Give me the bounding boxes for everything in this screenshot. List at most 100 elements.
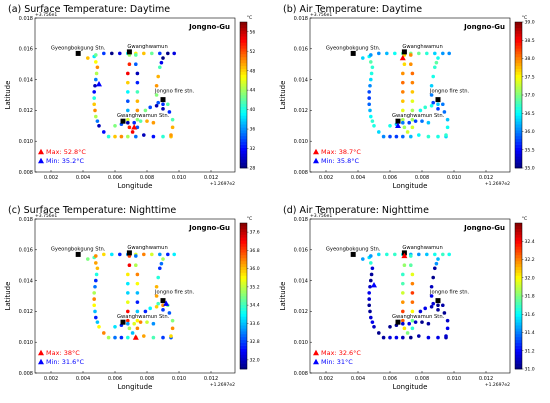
colorbar-segment [515, 162, 522, 166]
data-point [97, 124, 101, 128]
legend-min-label: Min: 31.6°C [46, 358, 85, 366]
colorbar-segment [240, 39, 247, 43]
data-point [409, 263, 413, 267]
data-point [94, 261, 98, 265]
data-point [361, 56, 365, 60]
data-point [156, 301, 160, 306]
data-point [93, 309, 97, 314]
colorbar-segment [515, 255, 522, 259]
data-point [126, 108, 130, 113]
data-point [377, 130, 381, 134]
data-point [132, 321, 136, 326]
data-point [429, 284, 434, 289]
y-axis-label: Latitude [4, 282, 12, 311]
data-point [154, 83, 159, 88]
landmark-marker [160, 298, 166, 304]
colorbar-segment [240, 24, 247, 29]
data-point [93, 83, 97, 88]
x-tick-label: 0.008 [415, 376, 429, 382]
colorbar-segment [240, 33, 247, 37]
data-point [444, 334, 448, 338]
chart-svg-d: (d) Air Temperature: Nighttime+3.756e10.… [279, 205, 535, 391]
colorbar-tick-label: 48 [250, 68, 256, 74]
data-point [401, 300, 405, 304]
colorbar-segment [515, 57, 522, 61]
data-point [94, 71, 99, 76]
colorbar-segment [515, 325, 522, 329]
data-point [94, 60, 98, 64]
colorbar-segment [515, 153, 522, 157]
data-point [410, 326, 415, 331]
colorbar-tick-label: 32.0 [525, 275, 535, 281]
colorbar-segment [240, 103, 247, 107]
colorbar-segment [515, 281, 522, 285]
data-point [113, 124, 117, 128]
data-point [97, 325, 101, 329]
data-point [367, 90, 371, 94]
data-point [126, 99, 130, 103]
colorbar-segment [240, 80, 247, 84]
colorbar-tick-label: 36.5 [525, 111, 535, 117]
landmark-label: Gwanghwamun [127, 245, 167, 251]
colorbar-segment [240, 106, 247, 110]
colorbar-segment [515, 360, 522, 364]
colorbar-segment [240, 97, 247, 102]
colorbar-tick-label: 37.6 [250, 230, 260, 236]
landmark-label: Jongno fire stn. [429, 290, 470, 296]
colorbar-segment [240, 109, 247, 113]
data-point [410, 108, 415, 113]
y-tick-label: 0.012 [294, 309, 308, 315]
colorbar-segment [240, 307, 247, 311]
colorbar-segment [240, 118, 247, 122]
data-point [369, 71, 374, 76]
data-point [126, 291, 130, 295]
x-offset-label: +1.2697e2 [485, 382, 510, 388]
data-point [126, 134, 130, 139]
y-tick-label: 0.012 [19, 309, 33, 315]
y-axis-label: Latitude [279, 81, 287, 110]
colorbar-segment [515, 240, 522, 244]
landmark-label: Gyeongbokgung Stn. [326, 45, 381, 51]
landmark-marker [75, 251, 81, 257]
data-point [434, 261, 439, 266]
colorbar-segment [515, 310, 522, 314]
x-tick-label: 0.004 [351, 175, 365, 181]
data-point [431, 275, 435, 280]
colorbar-segment [515, 48, 522, 52]
data-point [401, 120, 405, 125]
data-point [126, 281, 130, 286]
x-offset-label: +1.2697e2 [485, 181, 510, 187]
data-point [161, 102, 165, 107]
data-point [393, 252, 397, 257]
data-point [166, 102, 170, 107]
colorbar-segment [240, 27, 247, 32]
colorbar-segment [240, 345, 247, 349]
colorbar-segment [515, 30, 522, 34]
legend-min-icon [38, 358, 44, 365]
legend-max-icon [38, 148, 44, 155]
colorbar-tick-label: 38.5 [525, 38, 535, 44]
data-point [372, 325, 376, 329]
colorbar-segment [515, 336, 522, 341]
y-offset-label: +3.756e1 [310, 213, 332, 219]
x-tick-label: 0.002 [319, 376, 333, 382]
data-point [402, 125, 407, 130]
legend-min-label: Min: 31°C [321, 358, 353, 366]
colorbar-segment [240, 319, 247, 323]
colorbar-segment [240, 366, 247, 370]
colorbar-segment [240, 237, 247, 241]
y-tick-label: 0.012 [19, 108, 33, 114]
colorbar-segment [515, 95, 522, 99]
data-point [410, 99, 415, 103]
colorbar-segment [515, 27, 522, 32]
colorbar-segment [515, 231, 522, 235]
data-point [413, 320, 418, 324]
x-tick-label: 0.012 [479, 175, 493, 181]
data-point [388, 124, 392, 128]
y-tick-label: 0.014 [19, 278, 33, 284]
legend-min-icon [313, 358, 319, 365]
colorbar-segment [515, 272, 522, 276]
y-tick-label: 0.018 [294, 217, 308, 223]
data-point [95, 266, 100, 271]
colorbar-segment [515, 266, 522, 271]
